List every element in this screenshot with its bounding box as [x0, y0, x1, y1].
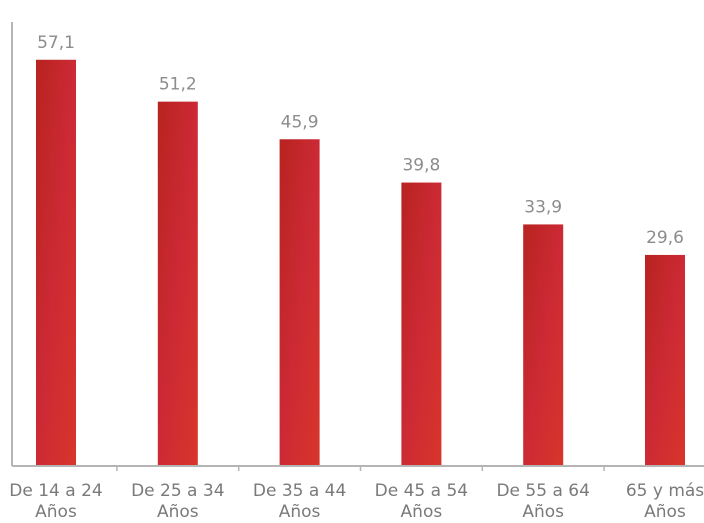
value-label: 33,9	[524, 197, 562, 217]
bar	[279, 139, 320, 466]
x-tick-label: De 35 a 44 Años	[252, 481, 347, 522]
x-tick-label: De 55 a 64 Años	[496, 481, 590, 522]
value-label: 39,8	[402, 156, 440, 176]
value-label: 51,2	[159, 75, 197, 95]
x-tick-label: De 25 a 34 Años	[131, 481, 225, 522]
bar	[36, 59, 76, 465]
value-label: 57,1	[37, 33, 75, 53]
value-label: 29,6	[646, 228, 684, 248]
bar	[157, 101, 198, 465]
bar	[523, 224, 564, 465]
bar	[645, 254, 685, 465]
value-label: 45,9	[281, 112, 319, 132]
bar	[401, 182, 442, 465]
x-tick-label: 65 y más Años	[625, 481, 704, 522]
x-tick-label: De 14 a 24 Años	[9, 481, 103, 522]
x-tick-label: De 45 a 54 Años	[374, 481, 469, 522]
